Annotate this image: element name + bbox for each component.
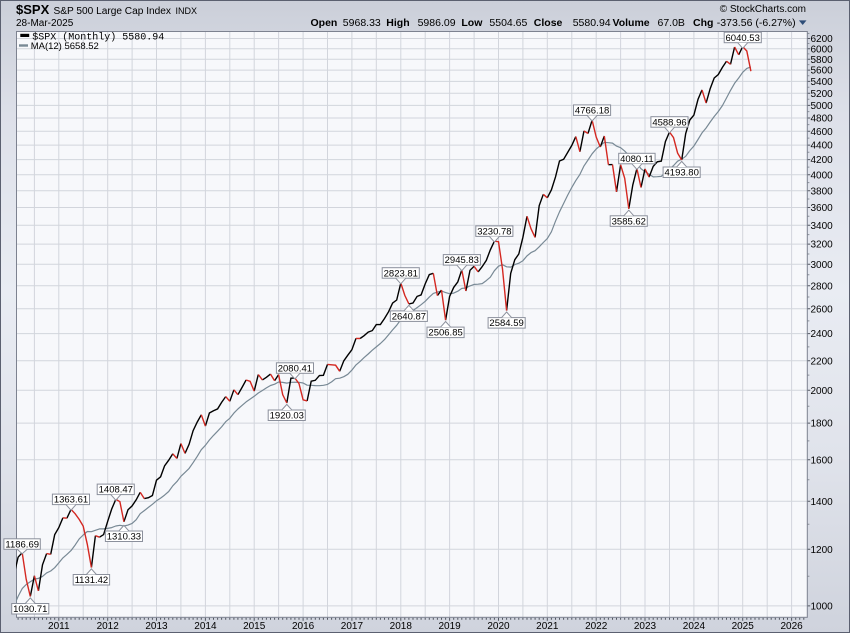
svg-text:2080.41: 2080.41 [278,363,312,374]
svg-text:1200: 1200 [811,545,834,556]
svg-text:2012: 2012 [97,621,120,632]
svg-text:1363.61: 1363.61 [54,495,88,506]
svg-text:3800: 3800 [811,186,834,197]
svg-text:2945.83: 2945.83 [445,255,479,266]
svg-text:1408.47: 1408.47 [99,485,133,496]
svg-text:1131.42: 1131.42 [75,575,109,586]
svg-text:6200: 6200 [811,34,834,45]
svg-text:28-Mar-2025: 28-Mar-2025 [16,18,74,29]
svg-text:2014: 2014 [194,621,217,632]
svg-text:4800: 4800 [811,114,834,125]
svg-text:5400: 5400 [811,77,834,88]
svg-text:5580.94: 5580.94 [573,17,611,29]
svg-text:Low: Low [461,17,483,29]
svg-text:S&P 500 Large Cap Index: S&P 500 Large Cap Index [54,6,171,17]
svg-text:2025: 2025 [732,621,755,632]
svg-text:4000: 4000 [811,170,834,181]
svg-text:2000: 2000 [811,386,834,397]
svg-text:High: High [386,17,409,29]
svg-text:2200: 2200 [811,356,834,367]
svg-text:2018: 2018 [390,621,413,632]
svg-text:3000: 3000 [811,260,834,271]
svg-text:2823.81: 2823.81 [384,268,418,279]
svg-text:MA(12) 5658.52: MA(12) 5658.52 [31,41,99,52]
svg-text:2019: 2019 [438,621,461,632]
svg-text:6040.53: 6040.53 [726,33,760,44]
svg-text:2800: 2800 [811,281,834,292]
svg-text:5000: 5000 [811,101,834,112]
svg-text:2600: 2600 [811,304,834,315]
svg-text:4588.96: 4588.96 [652,117,686,128]
svg-text:2013: 2013 [145,621,168,632]
svg-text:Chg: Chg [693,17,713,29]
svg-text:2640.87: 2640.87 [392,312,426,323]
svg-text:$SPX (Monthly) 5580.94: $SPX (Monthly) 5580.94 [32,31,164,43]
svg-text:2400: 2400 [811,329,834,340]
svg-text:6000: 6000 [811,44,834,55]
svg-text:1000: 1000 [811,602,834,613]
svg-text:3585.62: 3585.62 [612,216,646,227]
svg-text:5986.09: 5986.09 [418,17,456,29]
svg-text:4193.80: 4193.80 [665,168,699,179]
svg-text:5600: 5600 [811,66,834,77]
svg-text:1186.69: 1186.69 [5,539,39,550]
svg-text:5968.33: 5968.33 [343,17,381,29]
svg-text:1600: 1600 [811,455,834,466]
svg-text:4080.11: 4080.11 [620,154,654,165]
svg-text:1030.71: 1030.71 [13,604,47,615]
svg-text:Open: Open [311,17,338,29]
svg-text:3230.78: 3230.78 [477,227,511,238]
svg-text:3400: 3400 [811,221,834,232]
svg-text:2021: 2021 [536,621,559,632]
svg-text:67.0B: 67.0B [658,17,685,29]
svg-text:5800: 5800 [811,55,834,66]
svg-text:2022: 2022 [585,621,608,632]
svg-text:2020: 2020 [487,621,510,632]
svg-text:1800: 1800 [811,419,834,430]
svg-text:1310.33: 1310.33 [107,532,141,543]
svg-text:2026: 2026 [780,621,803,632]
svg-text:INDX: INDX [176,6,198,16]
svg-text:4600: 4600 [811,127,834,138]
svg-text:1920.03: 1920.03 [270,411,304,422]
svg-text:5504.65: 5504.65 [489,17,527,29]
svg-text:Close: Close [534,17,563,29]
svg-text:5200: 5200 [811,89,834,100]
svg-text:2023: 2023 [634,621,657,632]
svg-text:4400: 4400 [811,141,834,152]
svg-text:2584.59: 2584.59 [489,318,523,329]
svg-text:Volume: Volume [613,17,650,29]
svg-text:4766.18: 4766.18 [575,106,609,117]
svg-text:2506.85: 2506.85 [428,328,462,339]
svg-text:-373.56 (-6.27%): -373.56 (-6.27%) [717,17,796,29]
svg-text:3600: 3600 [811,203,834,214]
svg-text:3200: 3200 [811,240,834,251]
svg-text:2015: 2015 [243,621,266,632]
svg-text:2011: 2011 [48,621,70,632]
svg-text:2016: 2016 [292,621,315,632]
svg-text:© StockCharts.com: © StockCharts.com [720,4,806,15]
svg-text:1400: 1400 [811,497,834,508]
svg-text:2017: 2017 [341,621,364,632]
svg-text:$SPX: $SPX [16,2,50,17]
svg-text:2024: 2024 [683,621,706,632]
svg-text:4200: 4200 [811,155,834,166]
